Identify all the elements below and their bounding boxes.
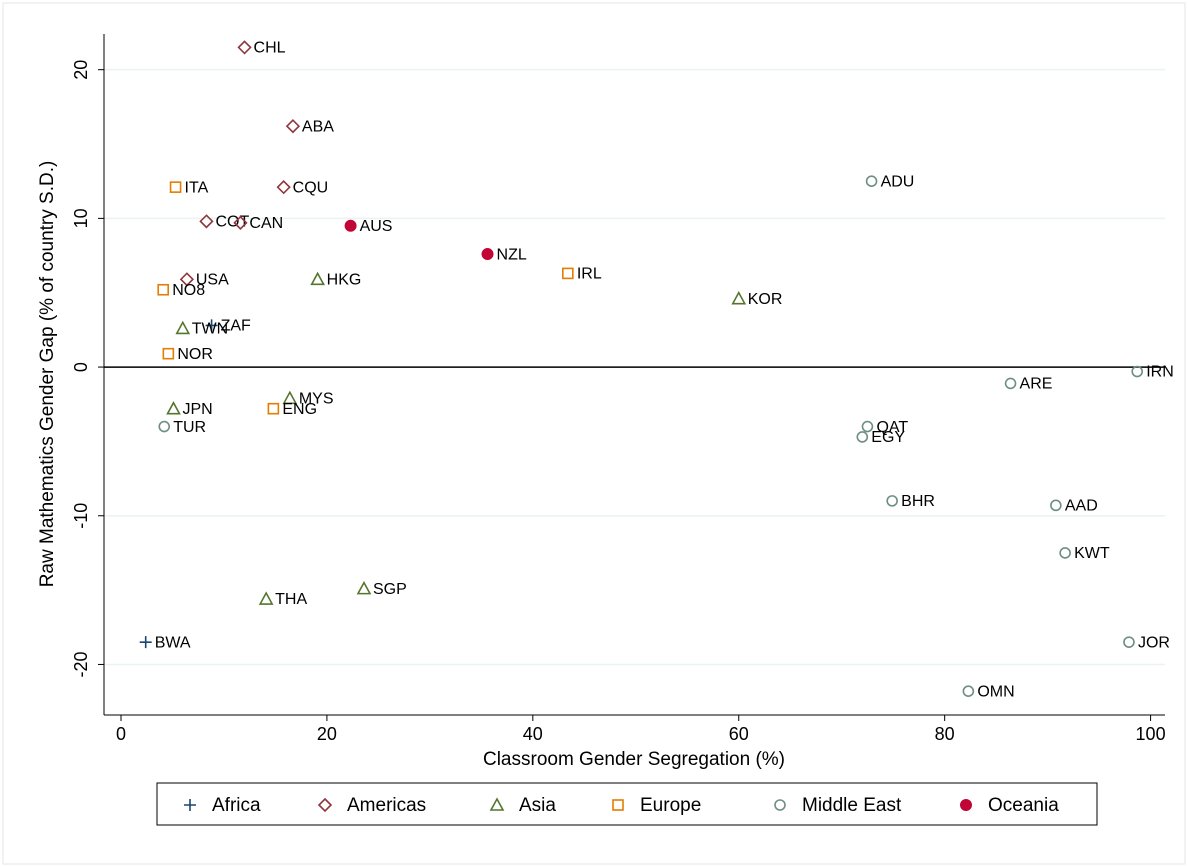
marker <box>731 290 747 305</box>
legend-marker <box>774 799 786 811</box>
x-tick-label: 20 <box>317 724 337 744</box>
point-label: KWT <box>1074 545 1110 562</box>
marker <box>562 267 574 280</box>
marker <box>158 420 171 433</box>
marker <box>199 214 214 229</box>
marker <box>481 248 494 261</box>
point-label: SGP <box>373 581 407 598</box>
marker <box>1059 547 1071 559</box>
x-tick-label: 0 <box>116 724 126 744</box>
x-tick-label: 80 <box>935 724 955 744</box>
point-label: THA <box>275 591 307 608</box>
marker <box>258 591 274 605</box>
marker <box>310 271 325 286</box>
point-label: CQU <box>293 179 329 196</box>
x-axis-title: Classroom Gender Segregation (%) <box>483 749 785 770</box>
point-label: ITA <box>185 179 209 196</box>
marker <box>1123 636 1135 648</box>
y-tick-label: -10 <box>71 503 91 529</box>
legend-label: Asia <box>519 795 556 816</box>
legend-marker <box>612 799 624 811</box>
point-label: JPN <box>182 401 212 418</box>
y-tick-label: -20 <box>71 651 91 677</box>
point-label: EGY <box>871 429 905 446</box>
x-tick-label: 60 <box>729 724 749 744</box>
point-label: AAD <box>1065 498 1098 515</box>
marker <box>356 580 372 595</box>
legend-marker <box>317 797 333 813</box>
point-label: USA <box>196 272 229 289</box>
legend-label: Europe <box>640 795 701 816</box>
marker <box>139 636 152 649</box>
marker <box>233 215 248 230</box>
point-label: CHL <box>254 40 286 57</box>
point-label: ENG <box>282 401 317 418</box>
y-tick-label: 0 <box>71 362 91 372</box>
legend-box <box>156 782 1098 826</box>
x-tick-label: 100 <box>1136 724 1166 744</box>
marker <box>175 320 191 335</box>
point-label: NZL <box>497 246 527 263</box>
marker <box>162 347 175 360</box>
point-label: JOR <box>1138 634 1170 651</box>
marker <box>861 420 874 433</box>
marker <box>962 685 975 698</box>
marker <box>179 272 195 287</box>
y-axis-title: Raw Mathematics Gender Gap (% of country… <box>37 161 58 588</box>
marker <box>856 431 869 443</box>
point-label: COT <box>215 214 249 231</box>
marker <box>157 283 170 296</box>
point-label: IRN <box>1146 364 1174 381</box>
y-tick-label: 10 <box>71 208 91 228</box>
point-label: TWN <box>192 321 228 338</box>
marker <box>344 219 357 232</box>
point-label: CAN <box>249 215 283 232</box>
marker <box>1004 377 1017 390</box>
legend-label: Africa <box>212 795 261 816</box>
y-tick-label: 20 <box>71 60 91 80</box>
point-label: ADU <box>881 173 915 190</box>
point-label: AUS <box>360 218 393 235</box>
point-label: KOR <box>748 291 783 308</box>
point-label: TUR <box>173 419 206 436</box>
marker <box>1050 499 1062 512</box>
marker <box>865 175 878 188</box>
marker <box>169 181 182 193</box>
point-label: NO8 <box>172 282 205 299</box>
legend-marker <box>184 799 196 811</box>
point-label: OMN <box>977 683 1014 700</box>
point-label: NOR <box>177 346 213 363</box>
marker <box>276 180 291 195</box>
legend-label: Americas <box>347 795 426 816</box>
legend-label: Oceania <box>988 795 1059 816</box>
point-label: HKG <box>327 272 362 289</box>
point-label: MYS <box>299 391 334 408</box>
marker <box>205 319 218 332</box>
point-label: ABA <box>302 118 334 135</box>
point-label: BHR <box>901 493 935 510</box>
legend-label: Middle East <box>802 795 902 816</box>
marker <box>267 402 280 415</box>
x-tick-label: 40 <box>523 724 543 744</box>
marker <box>166 401 181 415</box>
marker <box>886 495 898 507</box>
marker <box>282 390 298 405</box>
point-label: QAT <box>876 419 908 436</box>
legend-marker <box>960 799 972 811</box>
legend-marker <box>489 797 505 811</box>
point-label: BWA <box>155 634 191 651</box>
marker <box>285 119 301 134</box>
point-label: ARE <box>1020 376 1053 393</box>
point-label: IRL <box>577 266 602 283</box>
marker <box>237 40 252 55</box>
marker <box>1131 365 1144 378</box>
point-label: ZAF <box>221 318 251 335</box>
